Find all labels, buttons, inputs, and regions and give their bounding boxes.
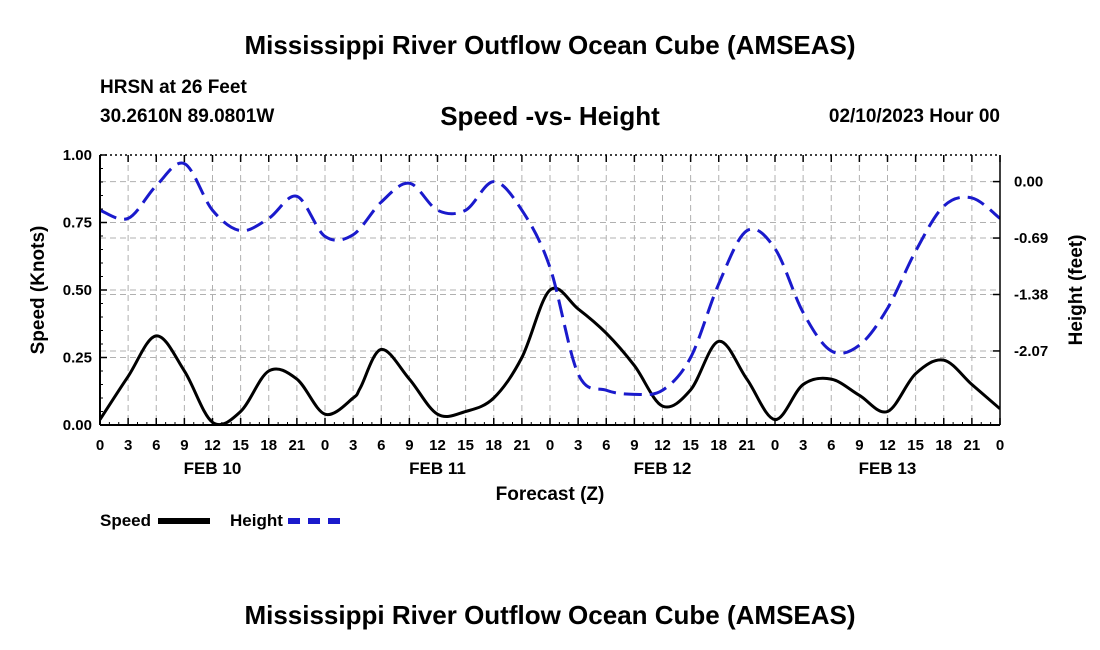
y-left-tick-label: 0.50 bbox=[63, 282, 92, 299]
legend-speed-swatch bbox=[157, 517, 210, 524]
x-tick-label: 12 bbox=[429, 437, 446, 454]
x-tick-label: 0 bbox=[771, 437, 779, 454]
x-tick-label: 15 bbox=[232, 437, 249, 454]
x-tick-label: 3 bbox=[124, 437, 132, 454]
y-left-tick-label: 0.25 bbox=[63, 350, 92, 367]
y-left-axis-title: Speed (Knots) bbox=[28, 226, 49, 355]
x-tick-label: 21 bbox=[964, 437, 981, 454]
y-right-tick-label: -2.07 bbox=[1014, 343, 1048, 360]
series-line-speed bbox=[100, 286, 1000, 425]
series-line-height bbox=[100, 161, 1000, 397]
x-tick-label: 15 bbox=[682, 437, 699, 454]
x-tick-label: 18 bbox=[260, 437, 277, 454]
x-tick-label: 12 bbox=[654, 437, 671, 454]
y-right-tick-label: 0.00 bbox=[1014, 174, 1043, 191]
y-right-tick-label: -0.69 bbox=[1014, 230, 1048, 247]
y-left-tick-label: 0.00 bbox=[63, 417, 92, 434]
x-tick-label: 3 bbox=[349, 437, 357, 454]
x-tick-label: 18 bbox=[935, 437, 952, 454]
x-tick-label: 0 bbox=[546, 437, 554, 454]
y-right-axis-title: Height (feet) bbox=[1066, 235, 1087, 346]
series-layer bbox=[100, 161, 1000, 425]
legend-item-speed: Speed bbox=[100, 510, 210, 531]
x-tick-label: 21 bbox=[739, 437, 756, 454]
x-tick-label: 18 bbox=[710, 437, 727, 454]
x-tick-label: 3 bbox=[799, 437, 807, 454]
x-tick-label: 9 bbox=[630, 437, 638, 454]
x-tick-label: 21 bbox=[514, 437, 531, 454]
grid-layer bbox=[100, 155, 1000, 425]
x-tick-label: 0 bbox=[996, 437, 1004, 454]
x-day-label: FEB 12 bbox=[634, 459, 692, 478]
y-left-tick-label: 1.00 bbox=[63, 147, 92, 164]
legend-height-label: Height bbox=[230, 510, 283, 530]
chart-main-title: Mississippi River Outflow Ocean Cube (AM… bbox=[244, 30, 856, 60]
y-right-tick-label: -1.38 bbox=[1014, 287, 1048, 304]
x-tick-label: 15 bbox=[457, 437, 474, 454]
y-left-tick-label: 0.75 bbox=[63, 215, 92, 232]
x-tick-label: 9 bbox=[855, 437, 863, 454]
forecast-datetime: 02/10/2023 Hour 00 bbox=[828, 106, 1000, 127]
x-tick-label: 21 bbox=[289, 437, 306, 454]
x-tick-label: 12 bbox=[204, 437, 221, 454]
x-day-label: FEB 13 bbox=[859, 459, 917, 478]
legend-height-swatch bbox=[287, 517, 340, 524]
station-coordinates: 30.2610N 89.0801W bbox=[100, 106, 275, 127]
x-tick-label: 0 bbox=[321, 437, 329, 454]
x-tick-label: 9 bbox=[405, 437, 413, 454]
x-tick-label: 15 bbox=[907, 437, 924, 454]
x-axis-title: Forecast (Z) bbox=[496, 484, 605, 505]
x-tick-label: 6 bbox=[602, 437, 610, 454]
x-tick-label: 6 bbox=[377, 437, 385, 454]
x-tick-label: 9 bbox=[180, 437, 188, 454]
axis-layer bbox=[99, 154, 1001, 426]
x-tick-label: 3 bbox=[574, 437, 582, 454]
label-layer: 0 3 6 9 12 15 18 21 0 3 6 9 12 15 18 21 0 3 6 9 12 15 18 21 0 3 6 9… bbox=[28, 147, 1087, 505]
legend-speed-label: Speed bbox=[100, 510, 152, 530]
chart-subtitle: Speed -vs- Height bbox=[440, 101, 660, 131]
x-tick-label: 18 bbox=[485, 437, 502, 454]
station-label: HRSN at 26 Feet bbox=[100, 77, 247, 98]
x-tick-label: 0 bbox=[96, 437, 104, 454]
chart-secondary-title: Mississippi River Outflow Ocean Cube (AM… bbox=[244, 600, 856, 630]
x-tick-label: 12 bbox=[879, 437, 896, 454]
x-day-label: FEB 11 bbox=[409, 459, 466, 478]
x-day-label: FEB 10 bbox=[184, 459, 242, 478]
legend-item-height: Height bbox=[230, 510, 340, 531]
x-tick-label: 6 bbox=[152, 437, 160, 454]
x-tick-label: 6 bbox=[827, 437, 835, 454]
